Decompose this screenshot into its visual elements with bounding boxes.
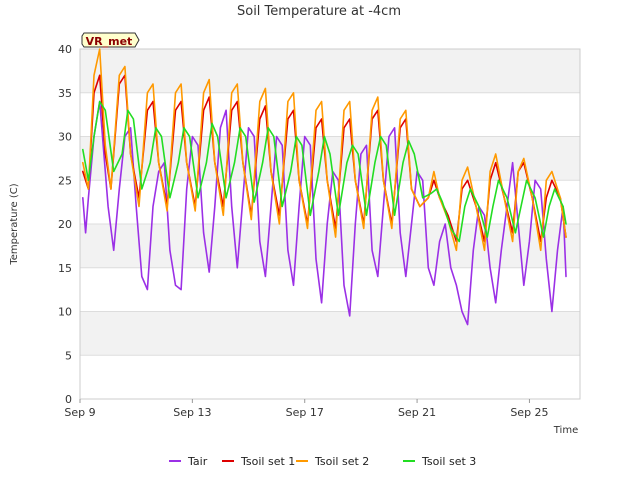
x-tick-label: Sep 25 [510,406,548,419]
badge-label: VR_met [86,35,133,48]
legend: Tair Tsoil set 1 Tsoil set 2 Tsoil set 3 [169,455,476,468]
grid-bands [80,49,580,356]
y-tick-label: 20 [58,218,72,231]
series-line-3 [82,48,567,252]
grid-band [80,224,580,268]
x-tick-label: Sep 21 [398,406,436,419]
x-tick-label: Sep 17 [286,406,324,419]
plot-frame [79,48,581,400]
grid-band [80,311,580,356]
chart-title: Soil Temperature at -4cm [237,4,401,19]
series-lines [82,48,567,326]
x-tick-label: Sep 9 [64,406,95,419]
legend-label: Tsoil set 3 [421,455,476,468]
x-tick-label: Sep 13 [173,406,211,419]
y-tick-label: 40 [58,43,72,56]
y-tick-label: 15 [58,262,72,275]
y-tick-label: 5 [65,349,72,362]
y-tick-label: 0 [65,393,72,406]
y-tick-label: 35 [58,87,72,100]
grid-band [80,49,580,93]
legend-label: Tsoil set 2 [314,455,369,468]
y-axis-label: Temperature (C) [9,183,20,265]
y-tick-label: 30 [58,131,72,144]
vr-met-badge: VR_met [81,32,140,48]
series-line-4 [82,100,567,243]
y-tick-label: 25 [58,174,72,187]
x-tick-labels: Sep 9 Sep 13 Sep 17 Sep 21 Sep 25 [64,399,549,419]
x-axis-label: Time [553,425,578,436]
y-tick-labels: 0 5 10 15 20 25 30 35 40 [58,43,72,406]
legend-label: Tsoil set 1 [240,455,295,468]
y-tick-label: 10 [58,306,72,319]
legend-label: Tair [187,455,208,468]
